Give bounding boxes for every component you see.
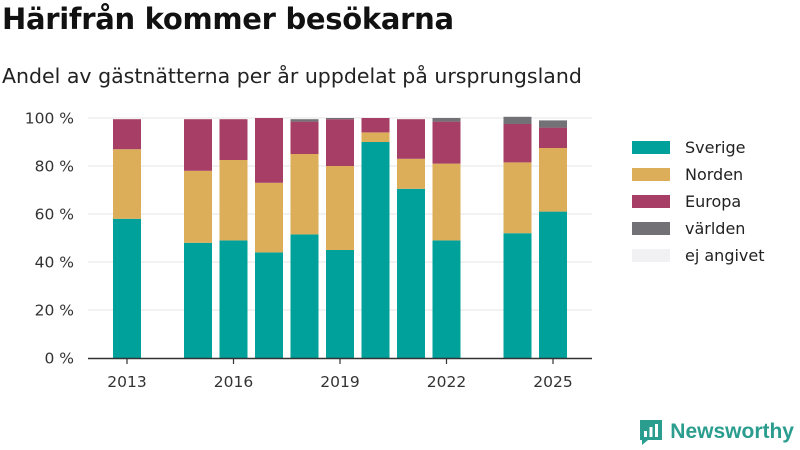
bar-segment-2019-0 — [326, 250, 354, 358]
y-tick-label: 20 % — [35, 302, 74, 320]
bar-segment-2018-1 — [290, 154, 319, 235]
bar-segment-2024-1 — [503, 162, 532, 234]
bar-segment-2015-2 — [184, 119, 212, 171]
bar-segment-2019-2 — [326, 119, 354, 166]
legend-swatch — [632, 195, 670, 208]
legend-item-3: världen — [632, 215, 765, 242]
bar-segment-2025-0 — [539, 211, 567, 358]
x-tick-label: 2013 — [107, 373, 146, 391]
bar-segment-2021-2 — [397, 119, 425, 159]
y-tick-label: 80 % — [35, 158, 74, 176]
bar-segment-2015-0 — [184, 242, 212, 358]
bar-segment-2013-1 — [113, 149, 141, 219]
bar-segment-2025-1 — [539, 148, 567, 212]
bar-segment-2020-1 — [361, 132, 390, 142]
bar-segment-2024-0 — [503, 233, 532, 358]
y-tick-label: 60 % — [35, 206, 74, 224]
bar-segment-2016-1 — [219, 160, 248, 241]
bar-segment-2022-1 — [432, 163, 461, 241]
y-tick-label: 100 % — [25, 110, 74, 128]
newsworthy-logo-icon — [640, 420, 663, 445]
y-axis-ticks: 0 % 20 % 40 % 60 % 80 % 100 % — [25, 110, 74, 368]
bar-segment-2016-0 — [219, 240, 248, 358]
bar-segment-2024-3 — [503, 116, 532, 124]
chart-title: Härifrån kommer besökarna — [2, 2, 454, 36]
bar-segment-2018-3 — [290, 119, 319, 122]
bar-segment-2017-1 — [255, 182, 283, 253]
legend-swatch — [632, 141, 670, 154]
bar-segment-2019-3 — [326, 118, 354, 120]
legend-swatch — [632, 168, 670, 181]
y-tick-label: 0 % — [44, 350, 74, 368]
bar-segment-2021-1 — [397, 158, 425, 189]
legend-swatch — [632, 249, 670, 262]
bar-segment-2022-3 — [432, 118, 461, 122]
brand-logo: Newsworthy — [638, 418, 794, 446]
x-tick-label: 2019 — [320, 373, 359, 391]
bar-segment-2013-2 — [113, 119, 141, 150]
bar-segment-2013-0 — [113, 218, 141, 358]
bar-segment-2024-2 — [503, 124, 532, 163]
bar-segment-2015-1 — [184, 170, 212, 243]
legend-label: Sverige — [685, 138, 746, 157]
chart-subtitle: Andel av gästnätterna per år uppdelat på… — [2, 64, 582, 88]
legend-label: Europa — [685, 192, 742, 211]
legend: Sverige Norden Europa världen ej angivet — [632, 134, 765, 269]
legend-label: världen — [685, 219, 746, 238]
bar-segment-2018-2 — [290, 121, 319, 154]
legend-item-2: Europa — [632, 188, 765, 215]
legend-item-1: Norden — [632, 161, 765, 188]
bar-segment-2017-0 — [255, 252, 283, 358]
legend-label: Norden — [685, 165, 744, 184]
bar-segment-2020-0 — [361, 142, 390, 358]
bar-segment-2025-3 — [539, 120, 567, 128]
legend-label: ej angivet — [685, 246, 765, 265]
bar-segment-2016-2 — [219, 119, 248, 160]
brand-name: Newsworthy — [670, 420, 794, 443]
x-tick-label: 2022 — [427, 373, 466, 391]
bar-segment-2019-1 — [326, 166, 354, 250]
bar-segment-2021-0 — [397, 188, 425, 358]
legend-item-4: ej angivet — [632, 242, 765, 269]
bar-segment-2020-2 — [361, 118, 390, 133]
legend-swatch — [632, 222, 670, 235]
x-axis-ticks: 2013 2016 2019 2022 2025 — [107, 358, 573, 391]
x-tick-label: 2016 — [214, 373, 253, 391]
bar-segment-2025-2 — [539, 127, 567, 148]
bar-segment-2022-2 — [432, 121, 461, 164]
y-tick-label: 40 % — [35, 254, 74, 272]
x-tick-label: 2025 — [533, 373, 572, 391]
legend-item-0: Sverige — [632, 134, 765, 161]
bar-segment-2018-0 — [290, 234, 319, 358]
bar-segment-2017-2 — [255, 118, 283, 183]
bars — [113, 116, 567, 358]
bar-segment-2022-0 — [432, 240, 461, 358]
